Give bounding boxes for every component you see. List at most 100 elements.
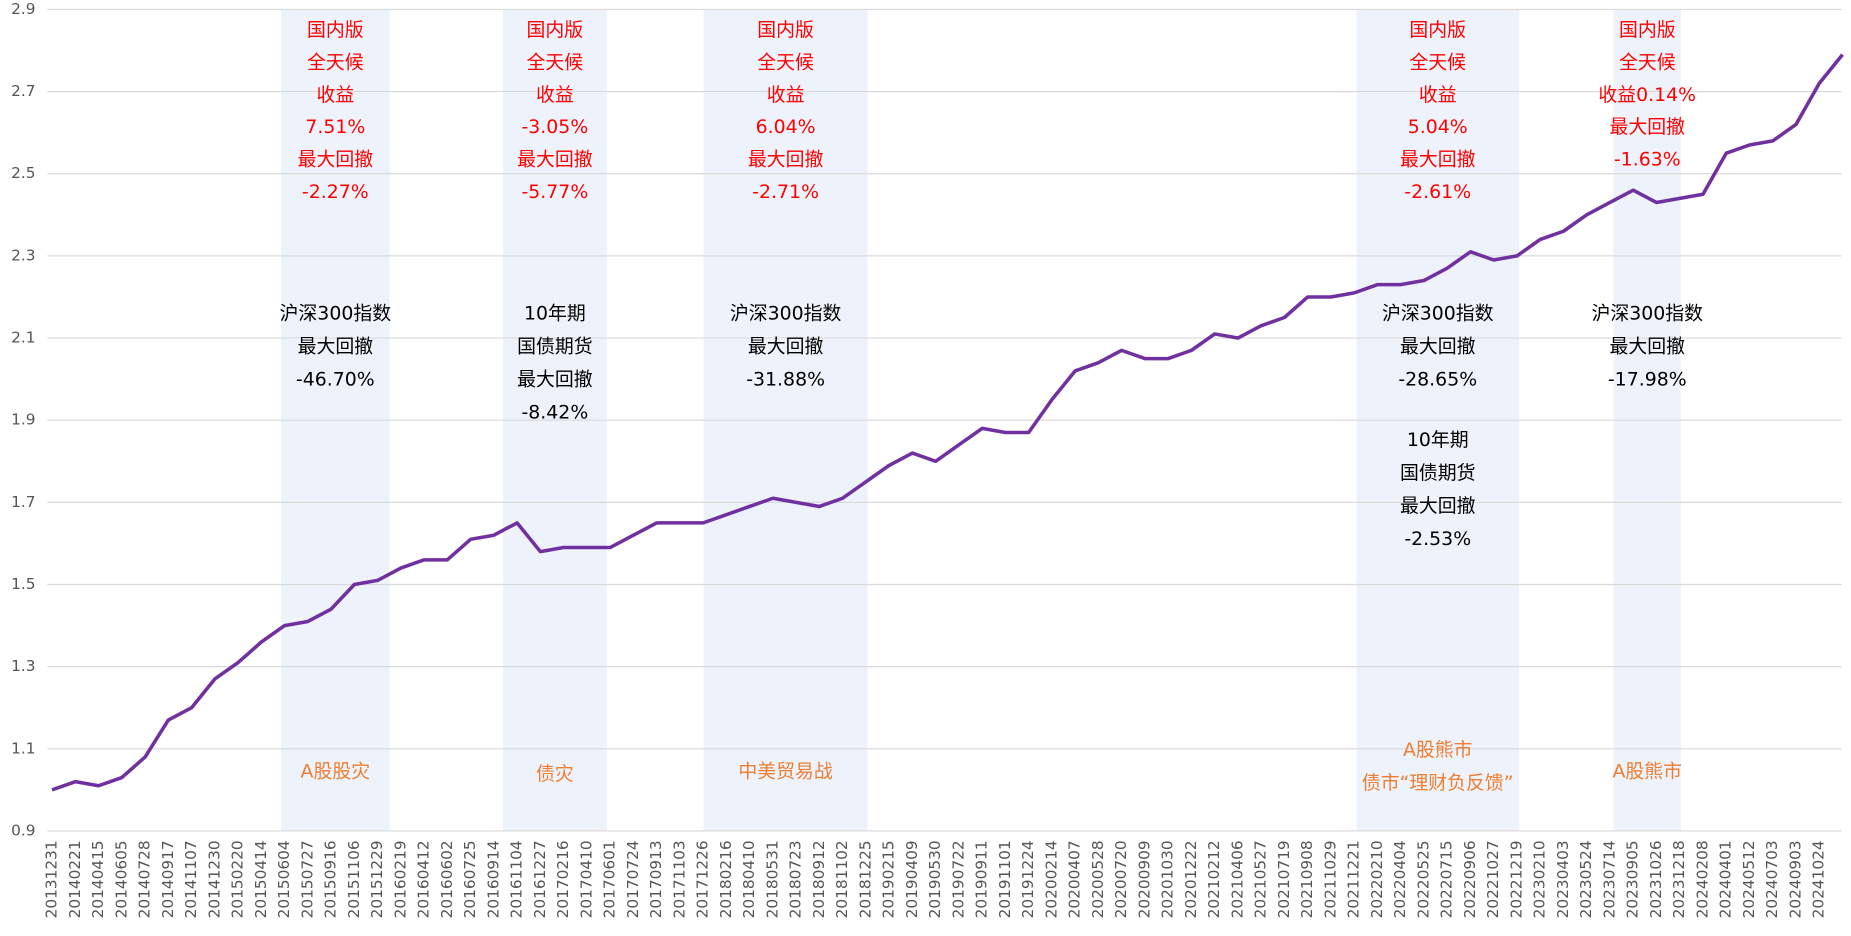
return-note: 全天候 [307, 52, 364, 74]
return-note: -2.61% [1404, 181, 1471, 203]
event-label: A股股灾 [301, 760, 371, 782]
return-note: -1.63% [1614, 149, 1681, 171]
x-tick-label: 20211029 [1321, 840, 1339, 918]
return-note: 最大回撤 [298, 149, 374, 171]
x-tick-label: 20211221 [1345, 840, 1363, 918]
event-label: A股熊市 [1612, 760, 1682, 782]
drawdown-note: -28.65% [1398, 369, 1477, 391]
drawdown-note: -2.53% [1404, 528, 1471, 550]
y-tick-label: 1.3 [11, 657, 35, 675]
return-note: 国内版 [757, 19, 814, 41]
x-tick-label: 20180912 [810, 840, 828, 918]
x-tick-label: 20220906 [1461, 840, 1479, 918]
drawdown-note: 沪深300指数 [1382, 302, 1494, 324]
x-tick-label: 20160219 [391, 840, 409, 918]
event-label: A股熊市 [1403, 739, 1473, 761]
x-tick-label: 20231026 [1647, 840, 1665, 918]
x-tick-label: 20140917 [159, 840, 177, 918]
x-tick-label: 20190409 [903, 840, 921, 918]
x-tick-label: 20210719 [1275, 840, 1293, 918]
return-note: 全天候 [1409, 52, 1466, 74]
x-tick-label: 20160412 [415, 840, 433, 918]
y-tick-label: 2.3 [11, 246, 35, 264]
x-tick-label: 20171103 [670, 840, 688, 918]
x-tick-label: 20210406 [1228, 840, 1246, 918]
return-note: 收益 [767, 84, 805, 106]
x-tick-label: 20150916 [322, 840, 340, 918]
return-note: 收益 [316, 84, 354, 106]
x-tick-label: 20140605 [112, 840, 130, 918]
event-label: 债市“理财负反馈” [1362, 772, 1514, 794]
x-tick-label: 20220525 [1414, 840, 1432, 918]
x-tick-label: 20240208 [1693, 840, 1711, 918]
drawdown-note: 10年期 [524, 302, 586, 324]
x-tick-label: 20231218 [1670, 840, 1688, 918]
x-tick-label: 20131231 [43, 840, 61, 918]
x-tick-label: 20240703 [1763, 840, 1781, 918]
x-tick-label: 20240512 [1740, 840, 1758, 918]
x-tick-label: 20240903 [1786, 840, 1804, 918]
y-tick-label: 0.9 [11, 821, 35, 839]
y-tick-label: 1.7 [11, 493, 35, 511]
return-note: 全天候 [757, 52, 814, 74]
return-note: 国内版 [1409, 19, 1466, 41]
y-tick-label: 2.5 [11, 164, 35, 182]
x-tick-label: 20200407 [1066, 840, 1084, 918]
x-tick-label: 20140728 [136, 840, 154, 918]
x-tick-label: 20220404 [1391, 840, 1409, 918]
return-note: -2.27% [302, 181, 369, 203]
x-tick-label: 20240401 [1717, 840, 1735, 918]
x-tick-label: 20230403 [1554, 840, 1572, 918]
x-tick-label: 20210212 [1205, 840, 1223, 918]
drawdown-note: 最大回撤 [748, 336, 824, 358]
drawdown-note: -31.88% [746, 369, 825, 391]
y-tick-label: 1.9 [11, 411, 35, 429]
x-tick-label: 20200720 [1112, 840, 1130, 918]
y-tick-label: 2.1 [11, 329, 35, 347]
x-tick-label: 20170410 [577, 840, 595, 918]
drawdown-note: -46.70% [296, 369, 375, 391]
drawdown-note: 国债期货 [1400, 462, 1476, 484]
return-note: 5.04% [1408, 116, 1468, 138]
x-tick-label: 20180216 [717, 840, 735, 918]
x-tick-label: 20150220 [229, 840, 247, 918]
return-note: 收益 [1419, 84, 1457, 106]
drawdown-note: 沪深300指数 [730, 302, 842, 324]
x-tick-label: 20230210 [1531, 840, 1549, 918]
return-note: 全天候 [1619, 52, 1676, 74]
drawdown-note: 最大回撤 [1400, 495, 1476, 517]
x-tick-label: 20181102 [833, 840, 851, 918]
x-tick-label: 20170601 [601, 840, 619, 918]
x-tick-label: 20221027 [1484, 840, 1502, 918]
x-tick-label: 20190215 [880, 840, 898, 918]
drawdown-note: 最大回撤 [517, 369, 593, 391]
return-note: 国内版 [527, 19, 584, 41]
return-note: 最大回撤 [1610, 116, 1686, 138]
x-tick-label: 20150414 [252, 840, 270, 918]
x-tick-label: 20140221 [66, 840, 84, 918]
return-note: 全天候 [527, 52, 584, 74]
x-tick-label: 20161104 [508, 840, 526, 918]
return-note: -3.05% [521, 116, 588, 138]
x-tick-label: 20200214 [1042, 840, 1060, 918]
x-tick-label: 20210527 [1252, 840, 1270, 918]
x-tick-label: 20201222 [1182, 840, 1200, 918]
x-tick-label: 20201030 [1159, 840, 1177, 918]
x-tick-label: 20160725 [461, 840, 479, 918]
x-tick-label: 20180723 [787, 840, 805, 918]
x-tick-label: 20190722 [949, 840, 967, 918]
return-note: 国内版 [1619, 19, 1676, 41]
return-note: 最大回撤 [1400, 149, 1476, 171]
x-tick-label: 20170724 [624, 840, 642, 918]
x-tick-label: 20230905 [1624, 840, 1642, 918]
drawdown-note: 最大回撤 [1610, 336, 1686, 358]
y-tick-label: 1.1 [11, 739, 35, 757]
data-line [51, 53, 1844, 792]
x-tick-label: 20221219 [1507, 840, 1525, 918]
x-tick-label: 20170216 [554, 840, 572, 918]
x-tick-label: 20141107 [182, 840, 200, 918]
x-tick-label: 20220210 [1368, 840, 1386, 918]
x-tick-label: 20150727 [298, 840, 316, 918]
x-tick-label: 20161227 [531, 840, 549, 918]
